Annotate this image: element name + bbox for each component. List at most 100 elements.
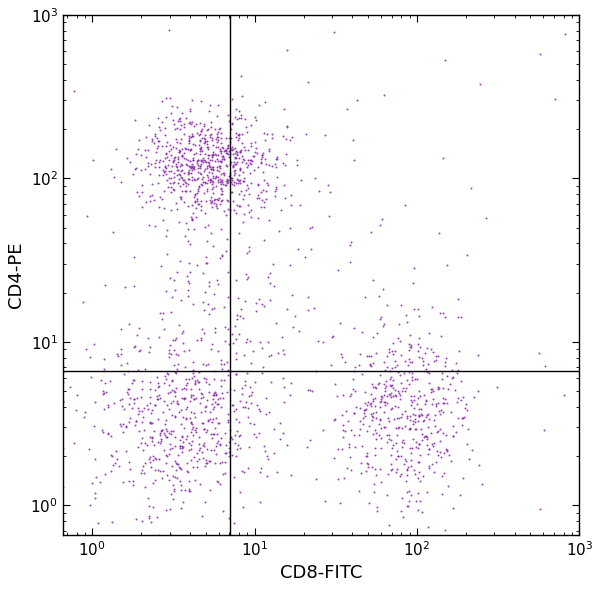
Point <box>418 356 427 366</box>
Point <box>137 517 146 526</box>
Point <box>209 445 219 455</box>
Point <box>237 466 247 476</box>
Point <box>226 170 235 180</box>
Point <box>258 362 268 372</box>
Point <box>170 486 179 495</box>
Point <box>157 141 167 151</box>
Point <box>235 164 245 174</box>
Point <box>199 439 209 448</box>
Point <box>283 45 292 54</box>
Point <box>234 153 244 163</box>
Point <box>388 441 398 450</box>
Point <box>206 192 216 201</box>
Point <box>206 414 215 423</box>
Point <box>385 380 395 389</box>
Point <box>207 400 217 409</box>
Point <box>167 376 177 385</box>
Point <box>387 363 397 373</box>
Point <box>172 396 182 406</box>
Point <box>416 424 426 434</box>
Point <box>287 133 296 142</box>
Point <box>223 140 233 150</box>
Point <box>286 378 296 388</box>
Point <box>198 359 208 369</box>
Point <box>154 122 164 131</box>
Point <box>376 434 385 443</box>
Point <box>361 466 371 475</box>
Point <box>191 203 201 212</box>
Point <box>220 145 230 155</box>
Point <box>266 350 276 359</box>
Point <box>422 365 431 374</box>
Point <box>373 379 383 389</box>
Point <box>457 376 466 385</box>
Point <box>165 273 175 283</box>
Point <box>245 208 254 217</box>
Point <box>85 444 94 454</box>
Point <box>266 279 275 288</box>
Point <box>535 49 545 58</box>
Point <box>209 195 218 204</box>
Point <box>427 387 436 396</box>
Point <box>201 375 211 384</box>
Point <box>145 392 154 402</box>
Point <box>467 445 476 455</box>
Point <box>156 262 166 271</box>
Point <box>226 172 235 181</box>
Point <box>301 252 310 262</box>
Point <box>166 340 175 350</box>
Point <box>247 156 257 166</box>
Point <box>229 205 239 214</box>
Point <box>437 331 446 340</box>
Point <box>181 113 191 123</box>
Point <box>185 413 195 423</box>
Point <box>172 398 181 408</box>
Point <box>234 114 244 123</box>
Point <box>217 355 226 364</box>
Point <box>170 411 179 421</box>
Point <box>221 147 231 156</box>
Point <box>188 139 198 148</box>
Point <box>224 339 233 349</box>
Point <box>194 454 203 464</box>
Point <box>238 154 248 164</box>
Point <box>184 137 194 146</box>
Point <box>208 173 217 182</box>
Point <box>196 388 205 398</box>
Point <box>328 332 337 342</box>
Point <box>170 336 180 345</box>
Point <box>217 457 227 466</box>
Point <box>209 402 219 412</box>
Point <box>174 462 184 472</box>
Point <box>215 393 225 403</box>
Point <box>216 183 226 193</box>
Point <box>145 418 155 427</box>
Point <box>211 390 221 399</box>
Point <box>198 178 208 187</box>
Point <box>230 385 239 395</box>
Point <box>130 395 139 404</box>
Point <box>151 401 160 410</box>
Point <box>254 100 264 110</box>
Point <box>175 181 185 191</box>
Point <box>449 432 458 441</box>
Point <box>241 269 250 279</box>
Point <box>344 442 354 452</box>
Point <box>230 112 239 122</box>
Point <box>421 396 430 405</box>
Point <box>184 259 194 268</box>
Point <box>186 144 196 154</box>
Point <box>257 196 267 205</box>
Point <box>100 379 109 388</box>
Point <box>386 465 396 475</box>
Point <box>403 360 413 370</box>
Point <box>224 149 233 158</box>
Point <box>376 315 385 324</box>
Point <box>222 387 232 396</box>
Point <box>221 448 231 458</box>
Point <box>213 399 223 408</box>
Point <box>125 157 135 166</box>
Point <box>463 439 472 449</box>
Point <box>186 384 196 393</box>
Point <box>183 144 193 153</box>
